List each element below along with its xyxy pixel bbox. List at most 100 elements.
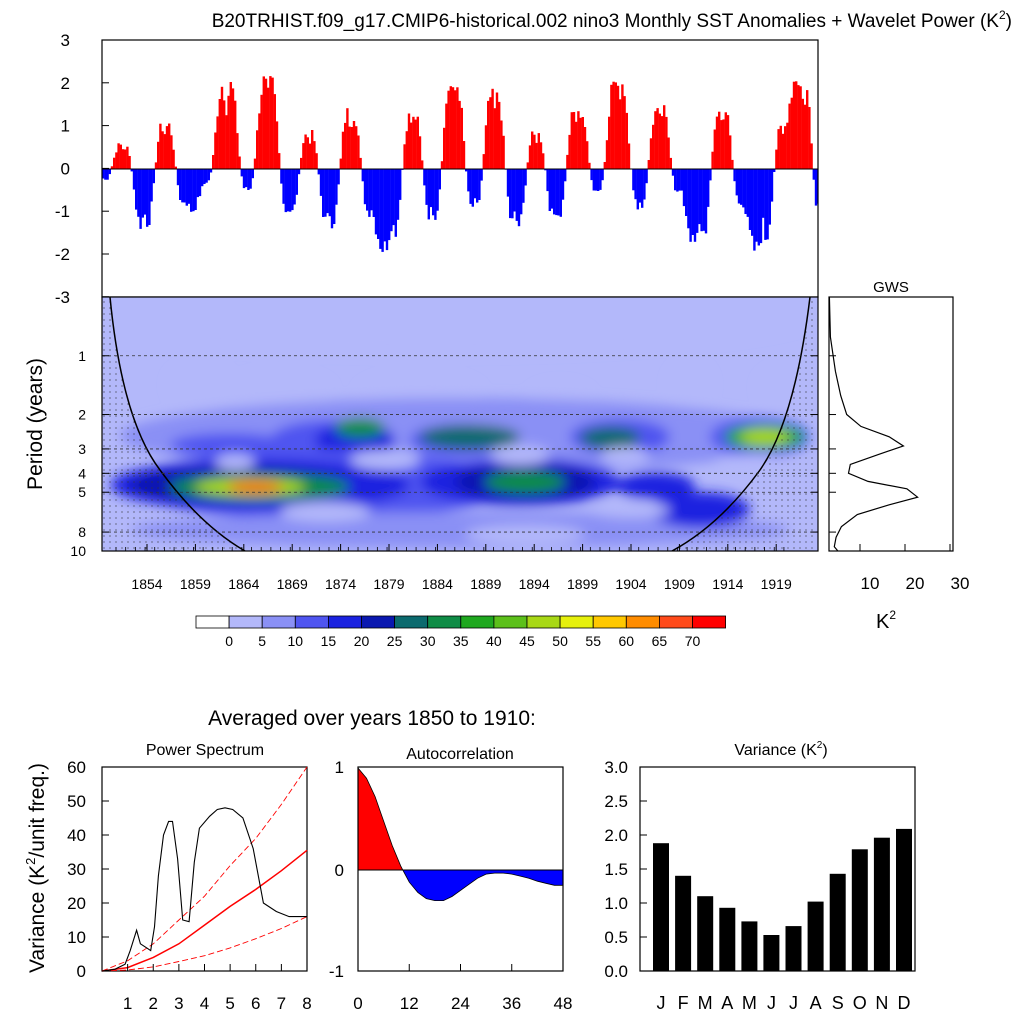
- anomaly-bar-negative: [319, 169, 323, 196]
- anomaly-bar-negative: [432, 169, 435, 216]
- anomaly-bar-negative: [293, 169, 296, 205]
- y-tick-label: 3.0: [604, 758, 628, 777]
- anomaly-bar-negative: [476, 169, 479, 203]
- anomaly-bar-negative: [130, 169, 133, 172]
- anomaly-bar-negative: [326, 169, 329, 214]
- anomaly-bar-negative: [517, 169, 521, 227]
- anomaly-bar-negative: [187, 169, 191, 204]
- anomaly-bar-negative: [282, 169, 285, 204]
- anomaly-bar-negative: [102, 169, 105, 179]
- y-tick-label: 3: [61, 31, 70, 50]
- power-contour: [227, 482, 283, 492]
- anomaly-bar-positive: [647, 160, 650, 169]
- anomaly-bar-positive: [172, 149, 175, 169]
- anomaly-bar-negative: [691, 169, 694, 235]
- anomaly-bar-negative: [205, 169, 208, 183]
- gws-panel: GWS 10 20 30 K2: [828, 279, 969, 633]
- x-tick-label: 1914: [712, 576, 743, 592]
- anomaly-bar-negative: [676, 169, 679, 192]
- anomaly-bar-negative: [247, 169, 250, 190]
- x-tick-label: 1909: [664, 576, 695, 592]
- anomaly-bar-negative: [601, 169, 604, 181]
- x-tick-label: 1899: [567, 576, 598, 592]
- x-tick-label: A: [721, 993, 733, 1013]
- anomaly-bar-positive: [258, 113, 261, 169]
- anomaly-bar-positive: [410, 122, 413, 169]
- anomaly-bar-negative: [515, 169, 518, 221]
- x-tick-label: 4: [200, 994, 209, 1013]
- anomaly-bar-negative: [328, 169, 331, 217]
- x-tick-label: 1869: [277, 576, 308, 592]
- colorbar-label: 5: [258, 633, 266, 649]
- anomaly-bar-negative: [480, 169, 483, 181]
- anomaly-bar-positive: [225, 115, 228, 169]
- anomaly-bar-negative: [693, 169, 697, 242]
- variance-bar: [741, 921, 758, 971]
- power-contour: [420, 425, 520, 449]
- colorbar-swatch: [361, 615, 395, 629]
- anomaly-bar-positive: [779, 125, 782, 169]
- anomaly-bar-negative: [295, 169, 298, 195]
- power-contour: [615, 472, 695, 500]
- anomaly-bar-positive: [711, 151, 714, 169]
- variance-title: Variance (K2): [734, 740, 827, 759]
- y-tick-label: 10: [67, 928, 86, 947]
- x-tick-label: J: [657, 993, 666, 1013]
- anomaly-bar-positive: [267, 87, 270, 169]
- anomaly-bar-negative: [286, 169, 290, 212]
- anomaly-bar-negative: [394, 169, 397, 237]
- anomaly-bar-positive: [159, 123, 162, 169]
- x-tick-label: 3: [174, 994, 183, 1013]
- colorbar-swatch: [659, 615, 693, 629]
- anomaly-bar-positive: [724, 112, 727, 169]
- anomaly-bar-negative: [680, 169, 683, 191]
- anomaly-bar-positive: [414, 119, 417, 169]
- colorbar-swatch: [460, 615, 495, 629]
- anomaly-bar-negative: [251, 169, 254, 179]
- wavelet-x-ticks: 1854 1859 1864 1869 1874 1879 1884 1889 1894 1899…: [115, 544, 792, 592]
- x-tick-label: 1854: [131, 576, 162, 592]
- gws-x-ticks: 10 20 30: [829, 355, 969, 593]
- anomaly-bar-negative: [524, 169, 527, 186]
- anomaly-bar-negative: [196, 169, 199, 198]
- y-tick-label: 20: [67, 894, 86, 913]
- power-contour: [230, 374, 330, 410]
- anomaly-bar-negative: [740, 169, 743, 205]
- anomaly-bar-negative: [104, 169, 107, 180]
- anomaly-bar-negative: [388, 169, 391, 241]
- anomaly-bar-positive: [304, 134, 307, 169]
- y-tick-label: 60: [67, 758, 86, 777]
- anomaly-bar-negative: [106, 169, 109, 180]
- x-tick-label: 1904: [615, 576, 646, 592]
- anomaly-bar-positive: [665, 116, 668, 169]
- x-tick-label: 10: [861, 574, 880, 593]
- anomaly-bar-negative: [682, 169, 686, 207]
- anomaly-bar-positive: [586, 141, 589, 169]
- anomaly-bar-positive: [484, 125, 488, 169]
- x-tick-label: 6: [251, 994, 260, 1013]
- anomaly-bar-positive: [212, 155, 215, 169]
- anomaly-bar-positive: [161, 131, 164, 169]
- anomaly-bar-negative: [427, 169, 430, 220]
- colorbar-label: 40: [486, 633, 502, 649]
- anomaly-bar-negative: [478, 169, 481, 200]
- x-tick-label: 1889: [470, 576, 501, 592]
- anomaly-bar-positive: [121, 149, 125, 169]
- anomaly-bar-negative: [249, 169, 252, 189]
- variance-bar: [785, 926, 802, 971]
- y-tick-label: 40: [67, 826, 86, 845]
- anomaly-bar-positive: [531, 131, 534, 169]
- subtitle: Averaged over years 1850 to 1910:: [208, 707, 536, 730]
- anomaly-bar-positive: [458, 100, 461, 169]
- anomaly-bar-negative: [735, 169, 738, 196]
- anomaly-bar-negative: [465, 169, 468, 172]
- anomaly-bar-positive: [256, 130, 259, 169]
- anomaly-bar-positive: [456, 87, 459, 169]
- colorbar-label: 20: [354, 633, 370, 649]
- anomaly-bar-positive: [113, 157, 116, 169]
- anomaly-bar-positive: [788, 103, 791, 169]
- anomaly-bar-negative: [768, 169, 771, 225]
- anomaly-bar-positive: [227, 95, 230, 169]
- anomaly-bar-positive: [621, 84, 624, 169]
- anomaly-bar-negative: [284, 169, 287, 213]
